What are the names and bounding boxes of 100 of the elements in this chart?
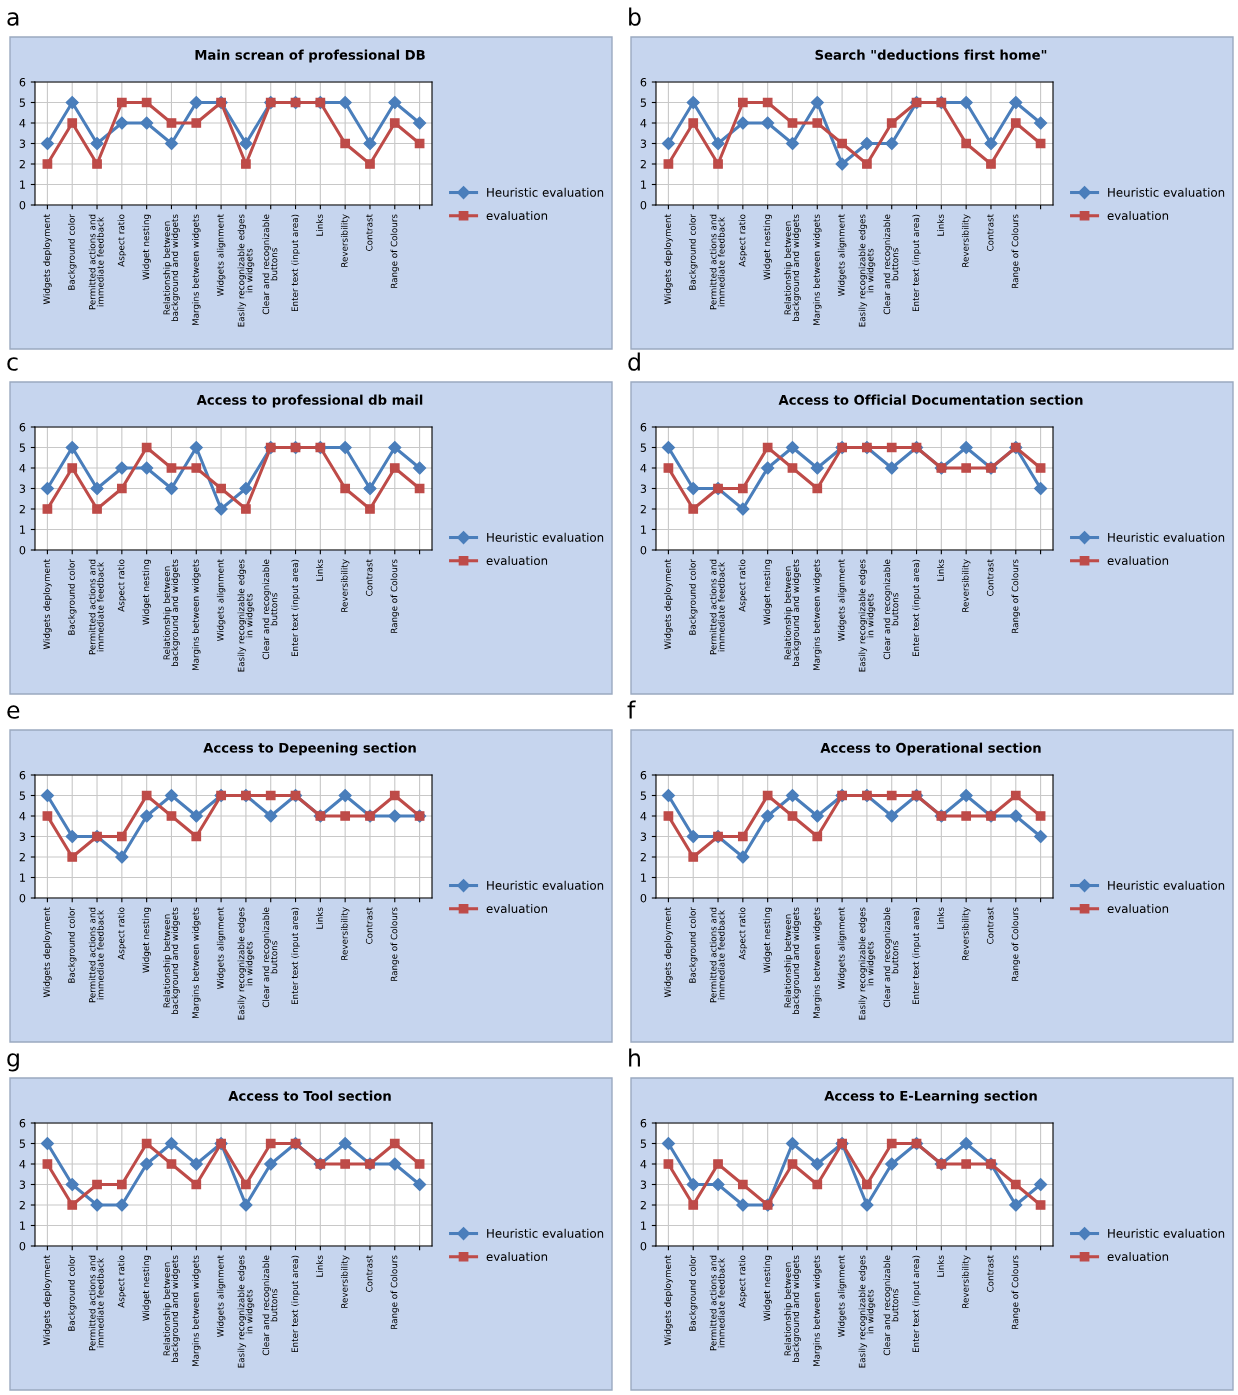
x-tick-label: Easily recognizable edges in widgets [858, 1255, 876, 1368]
x-tick-label: Reversibility [340, 559, 350, 612]
x-tick-label: Easily recognizable edges in widgets [858, 559, 876, 672]
x-tick-label: Widgets alignment [837, 907, 847, 990]
y-tick-label: 1 [20, 1221, 25, 1230]
x-tick-label: Easily recognizable edges in widgets [237, 214, 255, 327]
text: b [629, 7, 641, 26]
x-tick-label: Range of Colours [1011, 907, 1021, 981]
x-tick-label: Reversibility [340, 907, 350, 960]
chart-title: Access to Depeening section [203, 742, 416, 756]
x-tick-label: Clear and recognizable buttons [262, 559, 278, 660]
y-tick-label: 4 [19, 812, 26, 821]
x-tick-label: Permitted actions and immediate feedback [709, 559, 725, 655]
x-tick-label: Clear and recognizable buttons [883, 559, 899, 660]
x-tick-label: Links [937, 214, 944, 236]
x-tick-label: Enter text (input area) [912, 1255, 921, 1353]
x-tick-label: Margins between widgets [813, 907, 822, 1019]
y-tick-label: 4 [19, 119, 26, 128]
x-tick-label: Margins between widgets [192, 1255, 201, 1367]
y-tick-label: 0 [19, 545, 26, 555]
y-tick-label: 3 [19, 139, 26, 148]
y-tick-label: 5 [19, 443, 25, 452]
x-tick-label: Aspect ratio [738, 907, 748, 960]
x-tick-label: Background color [67, 907, 77, 983]
x-tick-label: Reversibility [961, 214, 971, 267]
x-tick-label: Widgets deployment [43, 559, 52, 650]
legend-label: evaluation [1107, 1251, 1169, 1262]
x-tick-label: Permitted actions and immediate feedback [709, 214, 725, 310]
x-tick-label: Range of Colours [1011, 214, 1021, 288]
x-tick-label: Widgets deployment [43, 1255, 52, 1346]
x-tick-label: Relationship between background and widgets [784, 1255, 801, 1363]
y-tick-label: 4 [19, 464, 26, 473]
legend-label: Heuristic evaluation [1108, 880, 1225, 890]
x-tick-label: Clear and recognizable buttons [883, 1255, 899, 1356]
x-tick-label: Permitted actions and immediate feedback [709, 1255, 725, 1351]
legend-label: Heuristic evaluation [487, 880, 604, 890]
x-tick-label: Widgets deployment [664, 1255, 673, 1346]
x-tick-label: Clear and recognizable buttons [262, 1255, 278, 1356]
chart-title: Search "deductions first home" [815, 49, 1047, 60]
x-tick-label: Widget nesting [763, 1255, 772, 1321]
legend-label: Heuristic evaluation [487, 1228, 604, 1238]
x-tick-label: Relationship between background and widgets [163, 559, 180, 667]
x-tick-label: Aspect ratio [117, 907, 127, 960]
x-tick-label: Background color [67, 214, 77, 290]
x-tick-label: Widgets deployment [664, 907, 673, 998]
y-tick-label: 5 [19, 791, 25, 800]
legend-label: evaluation [486, 555, 548, 566]
x-tick-label: Aspect ratio [738, 559, 748, 612]
x-tick-label: Reversibility [961, 907, 971, 960]
legend-label: Heuristic evaluation [487, 532, 604, 542]
x-tick-label: Contrast [986, 907, 994, 944]
legend-label: evaluation [1107, 555, 1169, 566]
x-tick-label: Contrast [365, 214, 373, 251]
x-tick-label: Background color [688, 559, 698, 635]
text: c [7, 357, 18, 371]
x-tick-label: Aspect ratio [738, 214, 748, 267]
x-tick-label: Aspect ratio [117, 1255, 127, 1308]
y-tick-label: 5 [19, 1139, 25, 1148]
y-tick-label: 3 [640, 1180, 647, 1189]
x-tick-label: Easily recognizable edges in widgets [858, 214, 876, 327]
x-tick-label: Aspect ratio [117, 214, 127, 267]
x-tick-label: Range of Colours [1011, 559, 1021, 633]
y-tick-label: 3 [19, 832, 26, 841]
x-tick-label: Margins between widgets [813, 214, 822, 326]
x-tick-label: Range of Colours [390, 907, 400, 981]
x-tick-label: Background color [688, 907, 698, 983]
x-tick-label: Relationship between background and widgets [784, 214, 801, 322]
x-tick-label: Contrast [986, 559, 994, 596]
chart-title: Main screan of professional DB [195, 49, 425, 63]
x-tick-label: Easily recognizable edges in widgets [237, 559, 255, 672]
x-tick-label: Enter text (input area) [291, 214, 300, 312]
y-tick-label: 6 [19, 422, 26, 432]
x-tick-label: Range of Colours [390, 214, 400, 288]
x-tick-label: Margins between widgets [813, 559, 822, 671]
y-tick-label: 4 [640, 119, 647, 128]
y-tick-label: 2 [19, 504, 25, 514]
y-tick-label: 6 [19, 77, 26, 87]
y-tick-label: 0 [19, 200, 26, 210]
x-tick-label: Enter text (input area) [912, 214, 921, 312]
x-tick-label: Clear and recognizable buttons [262, 907, 278, 1008]
text: d [628, 352, 640, 371]
x-tick-label: Links [937, 559, 944, 581]
x-tick-label: Enter text (input area) [291, 559, 300, 657]
y-tick-label: 5 [640, 98, 646, 107]
text: a [7, 12, 19, 26]
y-tick-label: 3 [640, 484, 647, 493]
x-tick-label: Links [937, 907, 944, 929]
x-tick-label: Easily recognizable edges in widgets [858, 907, 876, 1020]
x-tick-label: Margins between widgets [192, 559, 201, 671]
x-tick-label: Widget nesting [142, 214, 151, 280]
y-tick-label: 1 [20, 873, 25, 882]
y-tick-label: 0 [640, 200, 647, 210]
y-tick-label: 6 [640, 77, 647, 87]
x-tick-label: Enter text (input area) [291, 1255, 300, 1353]
x-tick-label: Margins between widgets [192, 214, 201, 326]
y-tick-label: 0 [19, 1241, 26, 1251]
x-tick-label: Permitted actions and immediate feedback [88, 214, 104, 310]
y-tick-label: 1 [20, 180, 25, 189]
y-tick-label: 4 [640, 1160, 647, 1169]
x-tick-label: Clear and recognizable buttons [883, 214, 899, 315]
